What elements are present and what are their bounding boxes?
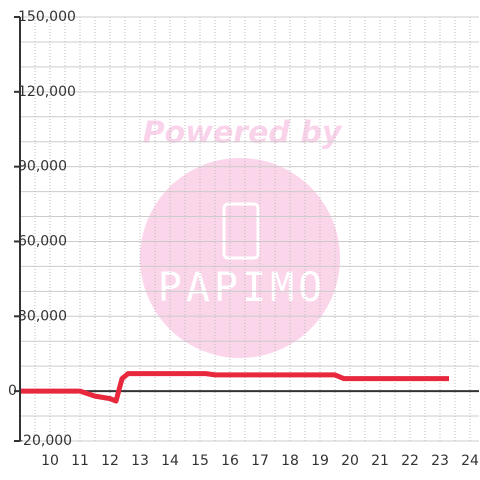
x-tick-label: 22 (401, 453, 419, 469)
x-tick-label: 11 (71, 453, 89, 469)
x-tick-label: 10 (41, 453, 59, 469)
watermark-phone (222, 202, 260, 260)
y-tick-label: 60,000 (18, 233, 67, 249)
watermark-logo: PAPIMO (158, 265, 327, 311)
y-tick-label: 150,000 (18, 9, 76, 25)
x-tick-label: 18 (281, 453, 299, 469)
data-line (20, 371, 449, 404)
x-tick-label: 12 (101, 453, 119, 469)
y-tick-label: 30,000 (18, 308, 67, 324)
x-tick-label: 15 (191, 453, 209, 469)
watermark-text: Powered by (143, 116, 343, 151)
x-tick-label: 13 (131, 453, 149, 469)
x-tick-label: 21 (371, 453, 389, 469)
x-tick-label: 23 (431, 453, 449, 469)
x-tick-label: 24 (461, 453, 479, 469)
x-tick-label: 17 (251, 453, 269, 469)
x-tick-label: 19 (311, 453, 329, 469)
x-tick-label: 20 (341, 453, 359, 469)
y-tick-label: 120,000 (18, 84, 76, 100)
y-tick-label: -20,000 (18, 433, 72, 449)
x-tick-label: 14 (161, 453, 179, 469)
x-tick-label: 16 (221, 453, 239, 469)
y-tick-label: 0 (8, 383, 17, 399)
y-tick-label: 90,000 (18, 159, 67, 175)
